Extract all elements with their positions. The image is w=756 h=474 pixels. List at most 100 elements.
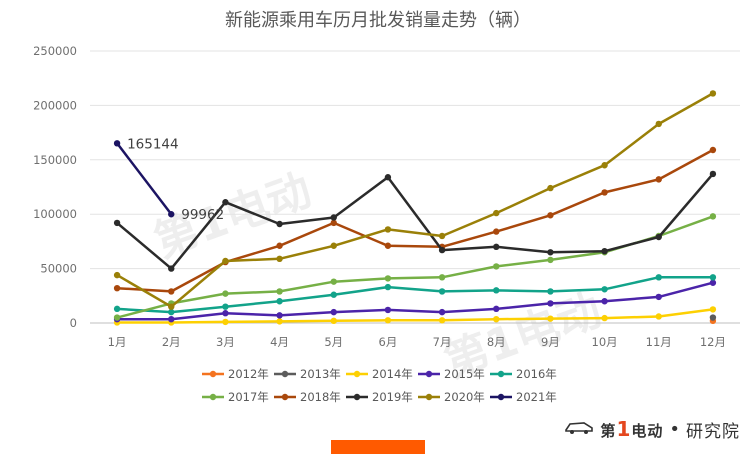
- x-tick-label: 2月: [162, 335, 181, 349]
- data-point: [601, 298, 608, 305]
- data-point: [330, 278, 337, 285]
- data-point: [493, 209, 500, 217]
- legend-marker: [353, 370, 361, 378]
- brand-signature: 第1电动 • 研究院: [564, 415, 740, 443]
- legend-label: 2014年: [372, 367, 413, 381]
- data-point: [493, 228, 500, 235]
- data-point: [438, 246, 446, 254]
- x-tick-label: 7月: [433, 335, 452, 349]
- data-point: [547, 315, 554, 322]
- brand-logo-b: 电动: [631, 422, 664, 440]
- data-point: [493, 243, 500, 251]
- legend-label: 2021年: [516, 390, 557, 404]
- x-tick-label: 8月: [487, 335, 506, 349]
- data-point: [709, 213, 717, 220]
- series-line: [117, 308, 714, 324]
- data-point: [709, 279, 717, 286]
- data-point: [330, 317, 337, 325]
- data-point: [438, 317, 446, 324]
- data-point: [276, 318, 283, 325]
- data-point: [113, 284, 121, 292]
- data-point: [113, 305, 121, 313]
- data-point: [384, 317, 392, 324]
- data-label: 165144: [127, 136, 179, 152]
- brand-separator: •: [669, 418, 680, 440]
- legend-label: 2016年: [516, 367, 557, 381]
- data-point: [547, 249, 554, 256]
- data-point: [276, 242, 283, 249]
- data-point: [547, 256, 554, 264]
- data-point: [113, 219, 121, 227]
- data-point: [168, 211, 175, 218]
- legend-marker: [425, 393, 433, 401]
- series-line: [117, 276, 713, 314]
- x-tick-label: 9月: [541, 335, 560, 349]
- brand-suffix: 研究院: [686, 421, 740, 442]
- data-point: [655, 120, 662, 128]
- data-point: [330, 291, 337, 298]
- legend-label: 2017年: [228, 390, 269, 404]
- data-point: [384, 174, 392, 181]
- data-point: [601, 162, 608, 169]
- legend-label: 2019年: [372, 390, 413, 404]
- data-point: [547, 184, 554, 192]
- data-point: [276, 312, 283, 319]
- data-point: [438, 288, 446, 295]
- data-point: [709, 170, 717, 178]
- legend-marker: [209, 393, 217, 401]
- legend-marker: [209, 370, 217, 378]
- data-point: [709, 146, 717, 154]
- data-point: [709, 306, 717, 313]
- data-point: [276, 288, 283, 295]
- series-line: [117, 281, 714, 321]
- data-point: [276, 255, 283, 263]
- legend-label: 2015年: [444, 367, 485, 381]
- data-point: [168, 288, 175, 295]
- data-point: [330, 308, 337, 316]
- data-point: [438, 232, 446, 240]
- car-logo-icon: [564, 419, 594, 439]
- data-point: [655, 233, 662, 241]
- data-point: [493, 287, 500, 294]
- data-point: [222, 310, 229, 317]
- data-point: [655, 274, 662, 281]
- data-point: [330, 214, 337, 221]
- data-point: [113, 140, 121, 147]
- data-point: [222, 318, 229, 326]
- x-tick-label: 10月: [592, 335, 618, 349]
- data-point: [276, 220, 283, 228]
- series-line: [116, 173, 714, 270]
- decorative-bar: [331, 440, 425, 454]
- data-label: 99962: [181, 207, 224, 223]
- data-point: [547, 300, 554, 307]
- data-point: [384, 283, 392, 291]
- data-point: [276, 298, 283, 305]
- y-tick-label: 50000: [40, 262, 77, 276]
- x-tick-label: 3月: [216, 335, 235, 349]
- brand-logo-one: 1: [616, 417, 632, 441]
- y-tick-label: 100000: [33, 207, 77, 221]
- data-point: [222, 303, 229, 310]
- data-point: [168, 315, 175, 323]
- data-point: [601, 286, 608, 293]
- series-line: [116, 92, 714, 308]
- data-point: [113, 271, 121, 279]
- data-point: [113, 314, 121, 321]
- legend-marker: [497, 393, 505, 401]
- brand-logo: 第1电动: [600, 417, 663, 441]
- brand-logo-a: 第: [600, 422, 617, 440]
- data-point: [601, 314, 608, 322]
- y-tick-label: 200000: [33, 98, 77, 112]
- data-point: [384, 275, 392, 282]
- y-tick-label: 150000: [33, 153, 77, 167]
- legend-label: 2013年: [300, 367, 341, 381]
- data-point: [168, 303, 175, 310]
- data-point: [222, 290, 229, 297]
- data-point: [601, 247, 608, 255]
- legend-label: 2020年: [444, 390, 485, 404]
- data-point: [493, 263, 500, 270]
- data-point: [655, 176, 662, 183]
- legend-marker: [281, 393, 289, 401]
- legend-marker: [353, 393, 361, 401]
